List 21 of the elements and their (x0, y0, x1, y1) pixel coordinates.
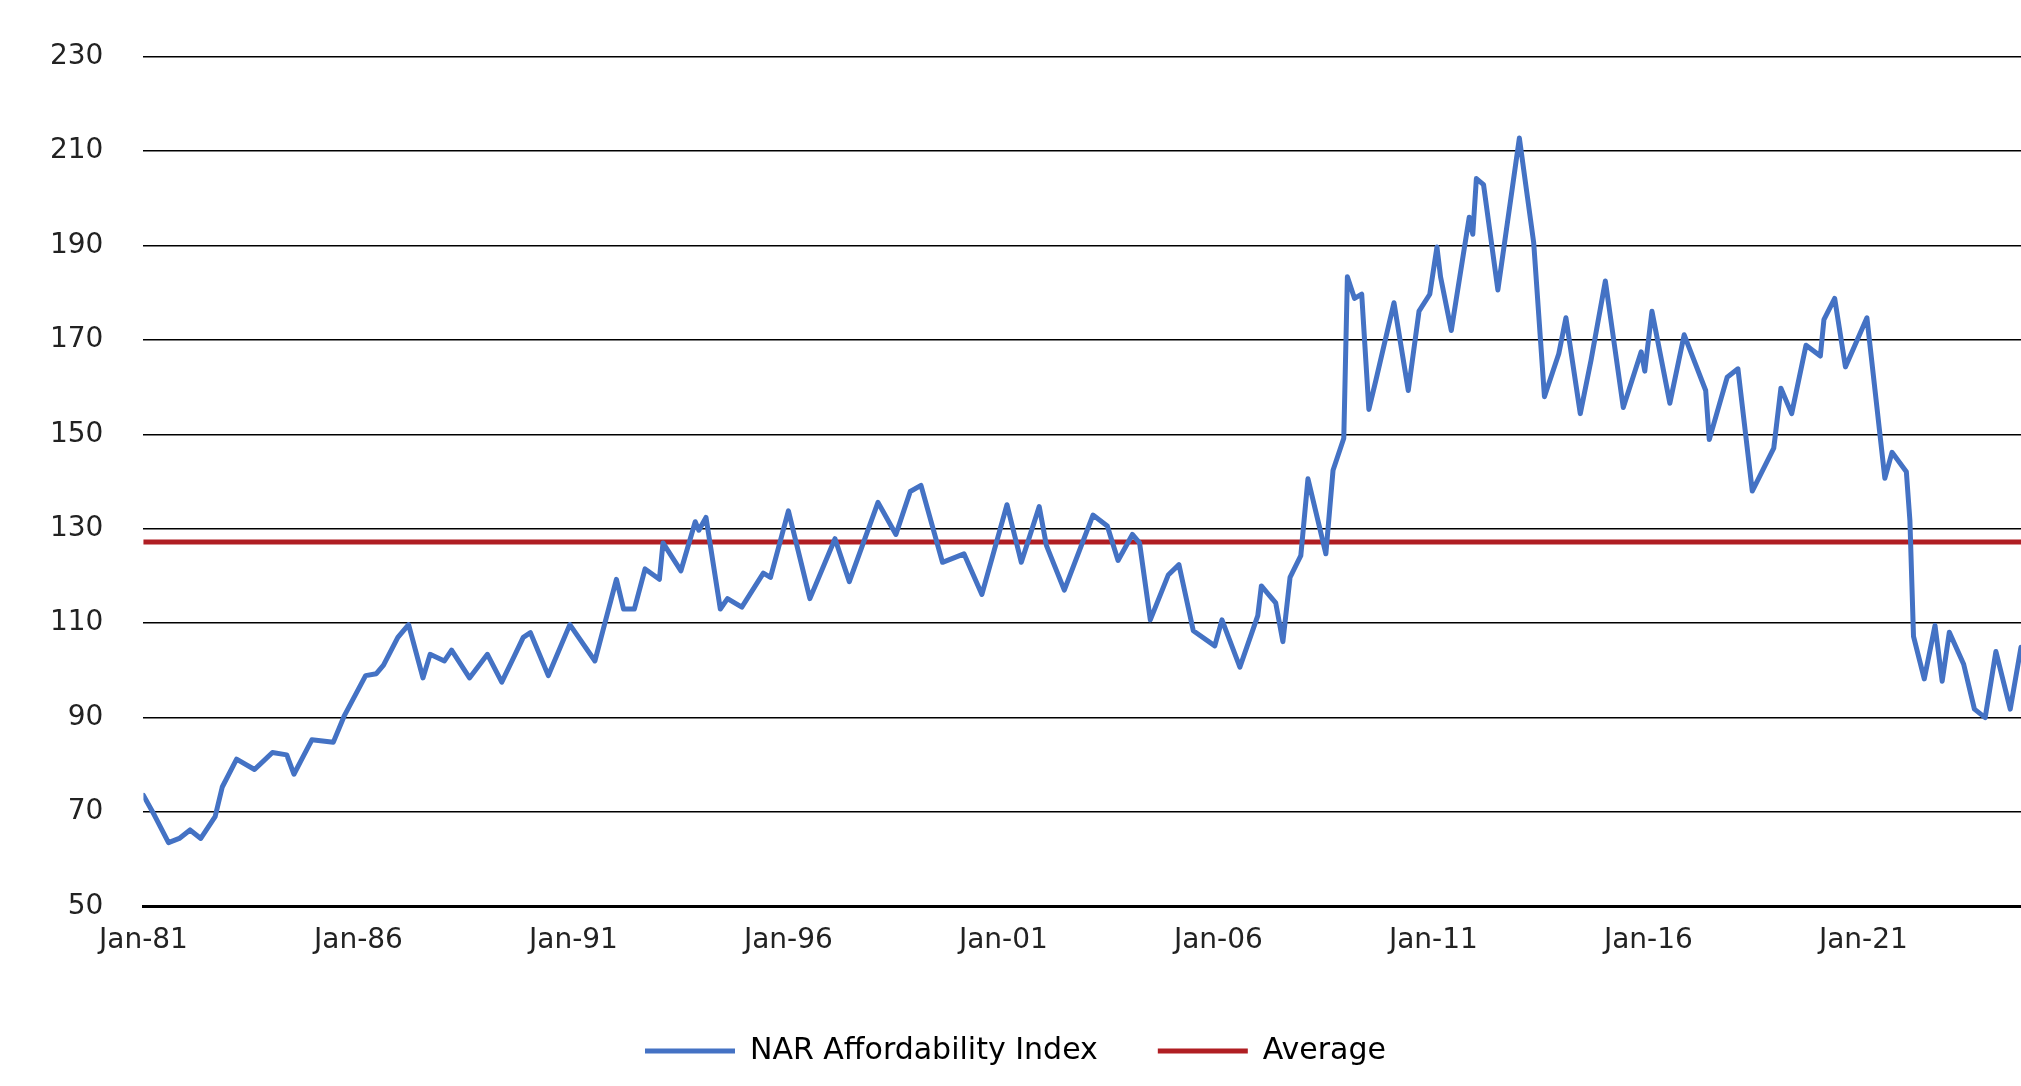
y-tick-label: 50 (67, 887, 104, 921)
y-tick-label: 70 (67, 793, 104, 827)
y-tick-label: 190 (49, 226, 104, 260)
x-tick-label: Jan-01 (956, 922, 1048, 956)
y-tick-label: 230 (49, 38, 104, 72)
x-tick-label: Jan-91 (526, 922, 618, 956)
y-tick-label: 110 (49, 604, 104, 638)
y-tick-label: 150 (49, 415, 104, 449)
y-tick-label: 90 (67, 698, 104, 732)
x-tick-label: Jan-16 (1601, 922, 1693, 956)
x-tick-label: Jan-21 (1816, 922, 1908, 956)
x-tick-label: Jan-06 (1171, 922, 1263, 956)
y-tick-label: 130 (49, 510, 104, 544)
x-tick-label: Jan-81 (96, 922, 188, 956)
legend-label: NAR Affordability Index (750, 1030, 1098, 1066)
y-tick-label: 210 (49, 132, 104, 166)
x-tick-label: Jan-11 (1386, 922, 1478, 956)
x-tick-label: Jan-86 (311, 922, 403, 956)
legend-label: Average (1262, 1030, 1387, 1066)
x-tick-label: Jan-96 (741, 922, 833, 956)
y-tick-label: 170 (49, 321, 104, 355)
